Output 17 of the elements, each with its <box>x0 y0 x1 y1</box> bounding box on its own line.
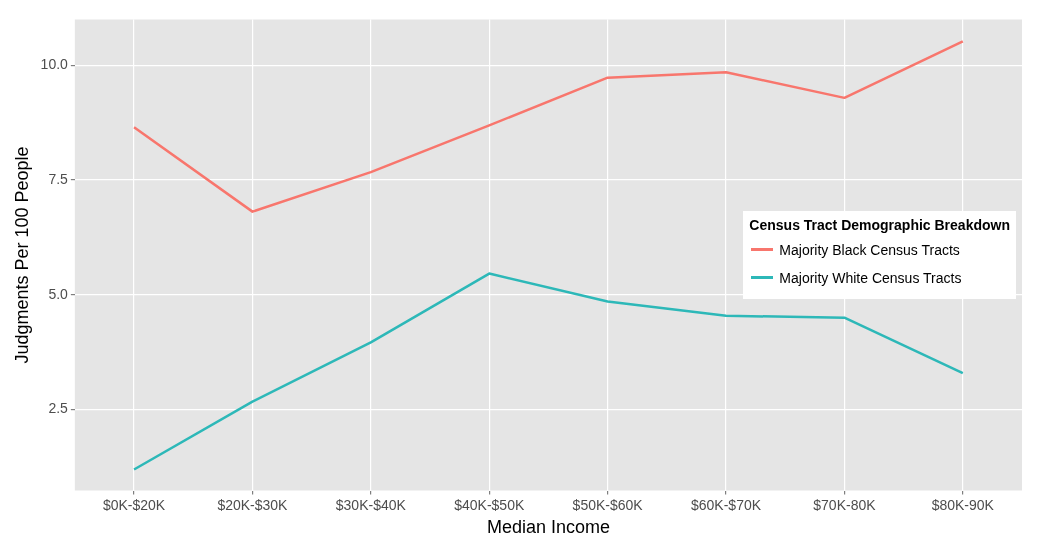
legend-label: Majority White Census Tracts <box>779 269 962 286</box>
y-tick-label: 2.5 <box>48 400 69 417</box>
x-tick-label: $40K-$50K <box>454 496 525 513</box>
x-tick-label: $30K-$40K <box>335 496 407 513</box>
x-tick-label: $50K-$60K <box>572 496 644 513</box>
y-tick-label: 5.0 <box>48 285 69 302</box>
legend-label: Majority Black Census Tracts <box>779 241 960 258</box>
y-tick-label: 7.5 <box>48 170 69 187</box>
x-tick-label: $80K-90K <box>931 496 995 513</box>
legend-title: Census Tract Demographic Breakdown <box>749 216 1010 233</box>
x-axis-title: Median Income <box>486 517 610 538</box>
x-tick-label: $70K-80K <box>813 496 877 513</box>
x-tick-label: $0K-$20K <box>102 496 166 513</box>
y-axis-title: Judgments Per 100 People <box>11 146 32 364</box>
y-tick-label: 10.0 <box>40 56 69 73</box>
x-tick-label: $60K-$70K <box>690 496 762 513</box>
x-tick-label: $20K-$30K <box>217 496 289 513</box>
